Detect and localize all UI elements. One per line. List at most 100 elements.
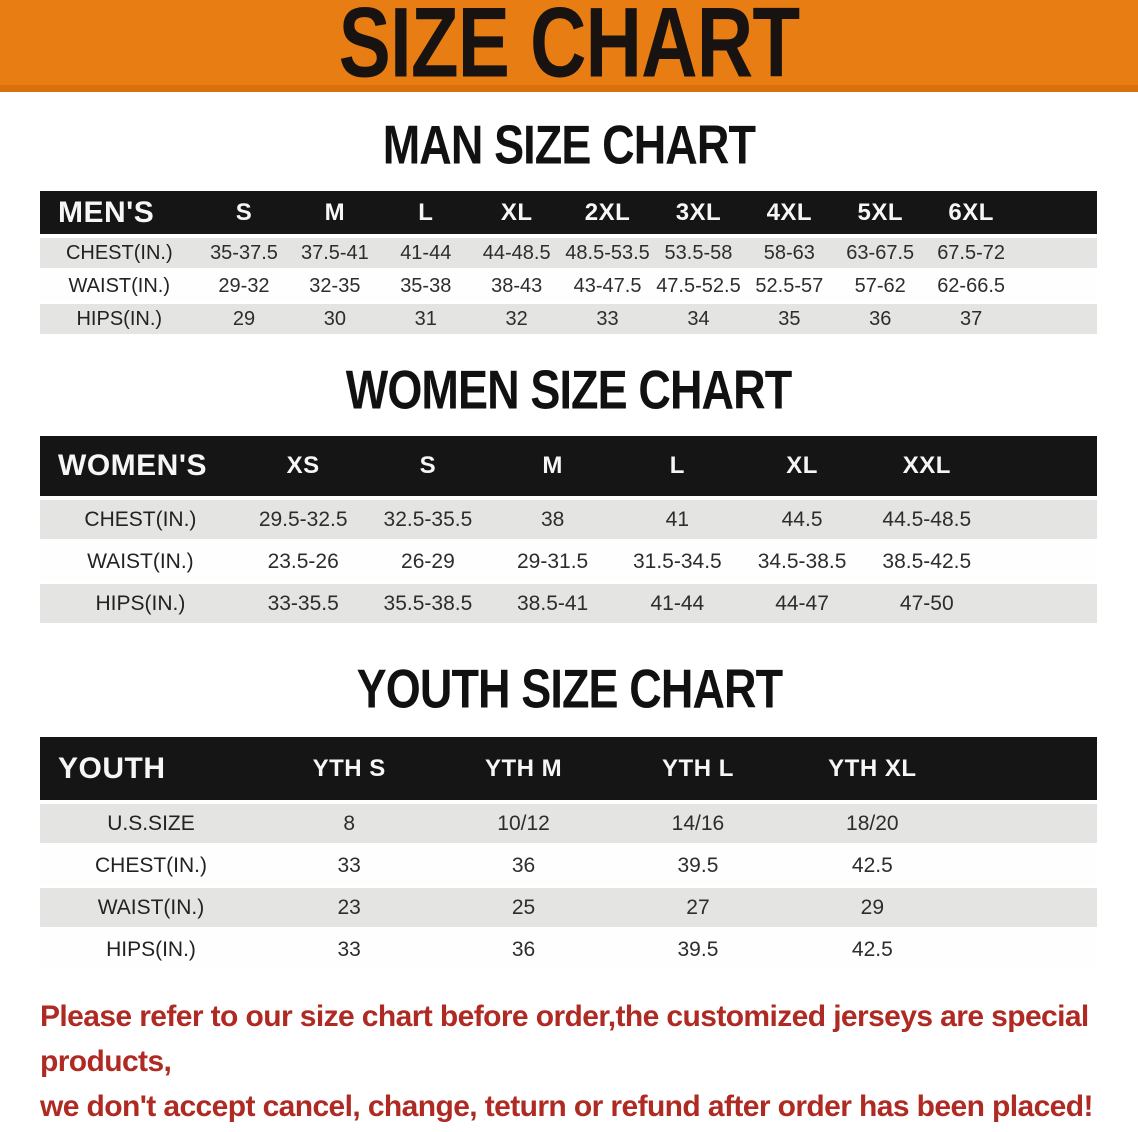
men-table-header: MEN'S S M L XL 2XL 3XL 4XL 5XL 6XL <box>40 191 1097 238</box>
measurement-label: CHEST(IN.) <box>40 500 241 542</box>
size-column-header: XL <box>471 191 563 238</box>
measurement-value: 29.5-32.5 <box>240 500 366 542</box>
measurement-label: CHEST(IN.) <box>40 238 199 271</box>
measurement-row: WAIST(IN.) 23.5-26 26-29 29-31.5 31.5-34.5 34… <box>40 542 1097 584</box>
row-filler <box>1016 238 1097 271</box>
row-filler <box>1016 304 1097 337</box>
measurement-label: HIPS(IN.) <box>40 304 199 337</box>
row-filler <box>959 930 1097 972</box>
size-column-header: M <box>289 191 381 238</box>
size-column-header: S <box>365 436 491 500</box>
men-section-heading: MAN SIZE CHART <box>0 117 1138 172</box>
measurement-value: 58-63 <box>743 238 835 271</box>
measurement-value: 33-35.5 <box>240 584 366 626</box>
size-column-header: 5XL <box>834 191 926 238</box>
size-column-header: YTH XL <box>785 737 960 804</box>
measurement-value: 18/20 <box>785 804 960 846</box>
row-filler <box>959 846 1097 888</box>
table-title: WOMEN'S <box>40 436 241 500</box>
measurement-value: 39.5 <box>610 846 786 888</box>
measurement-value: 36 <box>436 846 611 888</box>
header-filler <box>989 436 1097 500</box>
row-filler <box>989 500 1097 542</box>
measurement-row: CHEST(IN.) 33 36 39.5 42.5 <box>40 846 1097 888</box>
measurement-row: WAIST(IN.) 29-32 32-35 35-38 38-43 43-47.5 47.… <box>40 271 1097 304</box>
measurement-label: WAIST(IN.) <box>40 888 262 930</box>
measurement-value: 42.5 <box>785 930 960 972</box>
measurement-value: 32 <box>471 304 563 337</box>
measurement-label: U.S.SIZE <box>40 804 262 846</box>
size-column-header: 3XL <box>653 191 744 238</box>
measurement-value: 35-38 <box>380 271 472 304</box>
measurement-value: 23 <box>261 888 437 930</box>
size-column-header: 6XL <box>925 191 1017 238</box>
header-filler <box>1016 191 1097 238</box>
measurement-value: 42.5 <box>785 846 960 888</box>
measurement-value: 29-31.5 <box>490 542 615 584</box>
women-size-section: WOMEN SIZE CHART WOMEN'S XS S M L XL XXL CHEST… <box>0 363 1138 626</box>
women-table-body: CHEST(IN.) 29.5-32.5 32.5-35.5 38 41 44.5 44.5… <box>40 500 1097 626</box>
measurement-value: 52.5-57 <box>743 271 835 304</box>
measurement-value: 29 <box>785 888 960 930</box>
disclaimer-line-1: Please refer to our size chart before or… <box>40 1000 1089 1078</box>
men-size-section: MAN SIZE CHART MEN'S S M L XL 2XL 3XL 4XL 5XL 6XL… <box>0 117 1138 337</box>
youth-table-header: YOUTH YTH S YTH M YTH L YTH XL <box>40 737 1097 804</box>
measurement-value: 41-44 <box>380 238 472 271</box>
measurement-value: 33 <box>562 304 653 337</box>
measurement-value: 41-44 <box>614 584 740 626</box>
measurement-value: 34 <box>653 304 744 337</box>
banner: SIZE CHART <box>0 0 1138 92</box>
size-column-header: XL <box>739 436 865 500</box>
measurement-value: 53.5-58 <box>653 238 744 271</box>
measurement-value: 35.5-38.5 <box>365 584 491 626</box>
women-section-heading: WOMEN SIZE CHART <box>0 363 1138 418</box>
size-column-header: L <box>380 191 472 238</box>
measurement-value: 36 <box>436 930 611 972</box>
measurement-value: 35 <box>743 304 835 337</box>
measurement-value: 63-67.5 <box>834 238 926 271</box>
size-column-header: YTH S <box>261 737 437 804</box>
measurement-value: 23.5-26 <box>240 542 366 584</box>
measurement-value: 38 <box>490 500 615 542</box>
size-column-header: XS <box>240 436 366 500</box>
youth-size-table: YOUTH YTH S YTH M YTH L YTH XL U.S.SIZE 8 10/1… <box>40 737 1097 972</box>
banner-title: SIZE CHART <box>338 0 801 98</box>
size-column-header: 2XL <box>562 191 653 238</box>
measurement-value: 31 <box>380 304 472 337</box>
measurement-value: 32-35 <box>289 271 381 304</box>
table-title: MEN'S <box>40 191 199 238</box>
measurement-value: 29 <box>198 304 290 337</box>
measurement-value: 44.5-48.5 <box>864 500 990 542</box>
size-column-header: XXL <box>864 436 990 500</box>
measurement-row: CHEST(IN.) 29.5-32.5 32.5-35.5 38 41 44.5 44.5… <box>40 500 1097 542</box>
measurement-label: WAIST(IN.) <box>40 271 199 304</box>
size-column-header: M <box>490 436 615 500</box>
measurement-value: 38.5-41 <box>490 584 615 626</box>
measurement-value: 41 <box>614 500 740 542</box>
measurement-row: HIPS(IN.) 33-35.5 35.5-38.5 38.5-41 41-44 44-… <box>40 584 1097 626</box>
youth-size-section: YOUTH SIZE CHART YOUTH YTH S YTH M YTH L YTH… <box>0 662 1138 972</box>
measurement-value: 37 <box>925 304 1017 337</box>
men-size-table: MEN'S S M L XL 2XL 3XL 4XL 5XL 6XL CHEST(IN.) 35-3… <box>40 191 1097 337</box>
measurement-value: 38.5-42.5 <box>864 542 990 584</box>
measurement-row: CHEST(IN.) 35-37.5 37.5-41 41-44 44-48.5 48.5… <box>40 238 1097 271</box>
measurement-value: 33 <box>261 930 437 972</box>
measurement-value: 29-32 <box>198 271 290 304</box>
row-filler <box>989 542 1097 584</box>
measurement-label: HIPS(IN.) <box>40 584 241 626</box>
measurement-value: 27 <box>610 888 786 930</box>
measurement-row: HIPS(IN.) 29 30 31 32 33 34 35 36 37 <box>40 304 1097 337</box>
youth-table-body: U.S.SIZE 8 10/12 14/16 18/20 CHEST(IN.) 33 36 39… <box>40 804 1097 972</box>
row-filler <box>959 888 1097 930</box>
disclaimer: Please refer to our size chart before or… <box>40 994 1100 1129</box>
size-column-header: S <box>198 191 290 238</box>
measurement-row: HIPS(IN.) 33 36 39.5 42.5 <box>40 930 1097 972</box>
measurement-value: 32.5-35.5 <box>365 500 491 542</box>
row-filler <box>1016 271 1097 304</box>
measurement-value: 36 <box>834 304 926 337</box>
measurement-value: 30 <box>289 304 381 337</box>
measurement-label: CHEST(IN.) <box>40 846 262 888</box>
size-column-header: L <box>614 436 740 500</box>
measurement-value: 8 <box>261 804 437 846</box>
